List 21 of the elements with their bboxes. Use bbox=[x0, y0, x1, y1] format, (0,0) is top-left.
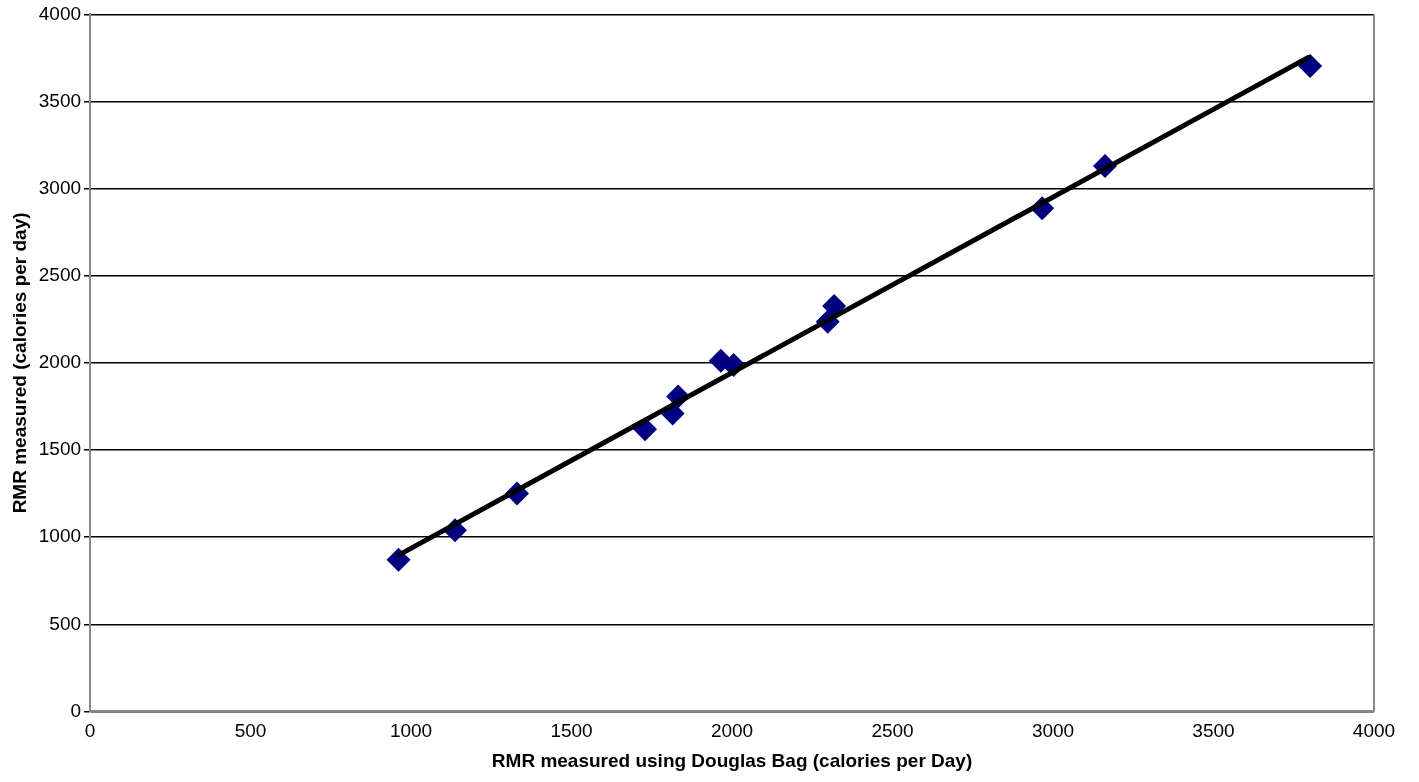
x-tick-label: 3500 bbox=[1192, 720, 1235, 742]
x-tick-label: 500 bbox=[234, 720, 267, 742]
x-tick-label: 0 bbox=[84, 720, 96, 742]
x-axis-title: RMR measured using Douglas Bag (calories per Day) bbox=[491, 749, 973, 771]
x-tick-label: 3000 bbox=[1031, 720, 1075, 742]
y-tick-label: 3500 bbox=[38, 89, 82, 111]
y-tick-label: 4000 bbox=[38, 2, 82, 24]
y-tick-label: 2500 bbox=[38, 264, 82, 286]
y-tick-label: 500 bbox=[49, 612, 82, 634]
y-tick-label: 2000 bbox=[38, 351, 82, 373]
x-tick-label: 4000 bbox=[1352, 720, 1396, 742]
point bbox=[1298, 53, 1323, 78]
y-tick-label: 1000 bbox=[38, 525, 82, 547]
x-tick-label: 2500 bbox=[871, 720, 914, 742]
x-tick-label: 2000 bbox=[710, 720, 754, 742]
y-tick-label: 0 bbox=[70, 699, 82, 721]
y-tick-label: 3000 bbox=[38, 176, 82, 198]
y-axis-title: RMR measured (calories per day) bbox=[8, 212, 30, 514]
x-tick-label: 1500 bbox=[550, 720, 593, 742]
y-tick-label: 1500 bbox=[38, 438, 82, 460]
x-tick-label: 1000 bbox=[389, 720, 433, 742]
